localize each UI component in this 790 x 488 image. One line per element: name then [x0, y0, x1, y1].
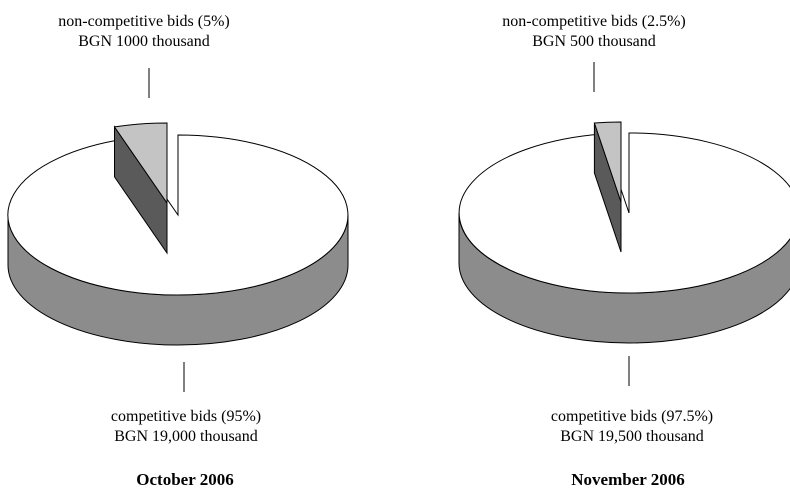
label-competitive-november-line2: BGN 19,500 thousand: [560, 428, 704, 445]
label-noncompetitive-november-line2: BGN 500 thousand: [532, 33, 656, 50]
pie-slice-noncompetitive-november: [593, 121, 622, 203]
pie-chart-november-2006: non-competitive bids (2.5%) BGN 500 thou…: [458, 13, 790, 488]
pie-slice-noncompetitive-october: [113, 122, 168, 205]
chart-title-october: October 2006: [136, 470, 233, 488]
pie-slice-competitive-november: [458, 132, 790, 294]
label-noncompetitive-october-line2: BGN 1000 thousand: [78, 33, 210, 50]
label-noncompetitive-november-line1: non-competitive bids (2.5%): [502, 13, 686, 30]
pie-slice-competitive-october: [7, 134, 349, 296]
pie-slices-november: [458, 121, 790, 344]
pie-chart-october-2006: non-competitive bids (5%) BGN 1000 thous…: [7, 13, 349, 488]
pie-slices-october: [7, 122, 349, 346]
label-competitive-october-line2: BGN 19,000 thousand: [114, 428, 258, 445]
label-competitive-november-line1: competitive bids (97.5%): [551, 408, 713, 425]
label-noncompetitive-october-line1: non-competitive bids (5%): [58, 13, 230, 30]
label-competitive-october-line1: competitive bids (95%): [111, 408, 261, 425]
chart-title-november: November 2006: [571, 470, 684, 488]
